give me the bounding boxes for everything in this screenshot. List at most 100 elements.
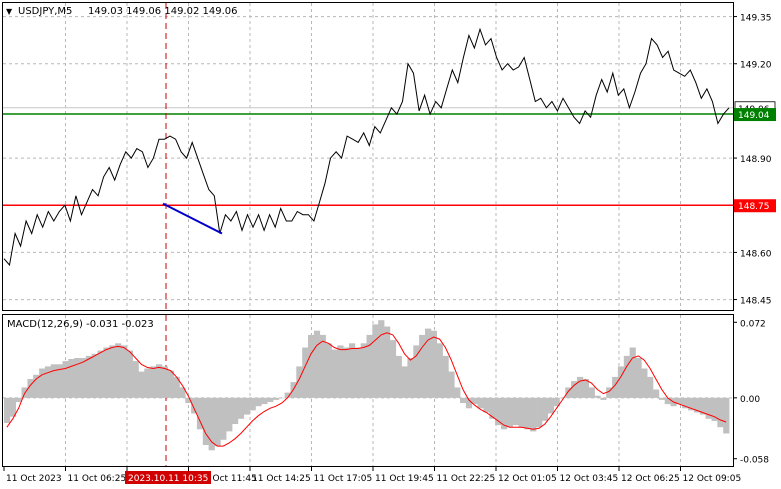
macd-histogram-bar [395, 355, 402, 398]
macd-histogram-bar [360, 343, 367, 398]
macd-histogram-bar [267, 397, 274, 402]
macd-histogram-bar [612, 376, 619, 398]
y-tick-label: 149.35 [740, 14, 772, 24]
macd-histogram-bar [577, 376, 584, 398]
macd-histogram-bar [50, 364, 57, 398]
price-panel [3, 3, 733, 310]
macd-histogram-bar [594, 395, 601, 398]
macd-histogram-bar [588, 387, 595, 398]
macd-histogram-bar [448, 371, 455, 398]
macd-histogram-bar [261, 397, 268, 405]
symbol-label: USDJPY,M5 [18, 6, 72, 17]
macd-histogram-bar [425, 328, 432, 398]
macd-histogram-bar [384, 326, 391, 398]
macd-histogram-bar [483, 397, 490, 413]
macd-histogram-bar [27, 379, 34, 398]
macd-histogram-bar [191, 397, 198, 414]
y-tick-label: 148.60 [740, 249, 772, 259]
macd-histogram-bar [506, 397, 513, 428]
macd-histogram-bar [682, 397, 689, 409]
macd-histogram-bar [243, 397, 250, 415]
macd-histogram-bar [161, 366, 169, 398]
x-tick-label: 12 Oct 03:45 [560, 474, 619, 484]
x-tick-label: 11 Oct 14:25 [252, 474, 311, 484]
macd-histogram-bar [653, 389, 660, 398]
macd-histogram-bar [115, 343, 122, 398]
macd-histogram-bar [68, 359, 75, 398]
x-tick-label: 11 Oct 22:25 [437, 474, 496, 484]
macd-histogram-bar [419, 334, 426, 398]
macd-histogram-bar [4, 397, 11, 423]
macd-y-tick-label: 0.00 [740, 395, 760, 405]
macd-histogram-bar [389, 340, 397, 398]
macd-histogram-bar [372, 324, 379, 398]
price-series-line [3, 27, 730, 267]
macd-histogram-bar [33, 374, 40, 398]
macd-y-tick-label: 0.072 [740, 319, 766, 329]
macd-histogram-bar [156, 364, 163, 398]
macd-histogram-bar [62, 361, 69, 398]
macd-histogram-bar [442, 355, 449, 398]
macd-histogram-bar [617, 366, 625, 398]
crosshair-time-label: 2023.10.11 10:35 [128, 474, 208, 484]
level-badge [734, 199, 776, 213]
macd-histogram-bar [296, 366, 303, 398]
macd-histogram-bar [313, 330, 321, 398]
macd-histogram-bar [138, 371, 145, 398]
macd-histogram-bar [530, 397, 537, 432]
macd-histogram-bar [80, 358, 87, 398]
macd-histogram-bar [208, 397, 215, 451]
macd-histogram-bar [325, 343, 332, 398]
macd-histogram-bar [308, 334, 315, 398]
symbol-dropdown-icon[interactable]: ▼ [6, 7, 13, 16]
macd-histogram-bar [378, 320, 385, 398]
macd-histogram-bar [196, 397, 204, 430]
trend-line [162, 202, 223, 235]
macd-histogram-bar [582, 379, 589, 398]
level-label: 149.04 [738, 111, 770, 121]
macd-histogram-bar [688, 397, 695, 411]
macd-histogram-bar [460, 397, 467, 403]
macd-histogram-bar [623, 355, 630, 398]
macd-histogram-bar [319, 334, 326, 398]
macd-histogram-bar [436, 343, 443, 398]
macd-histogram-bar [430, 330, 437, 398]
macd-histogram-bar [465, 397, 473, 409]
macd-histogram-bar [15, 397, 22, 402]
macd-histogram-bar [717, 397, 724, 428]
macd-histogram-bar [693, 397, 701, 413]
x-tick-label: 11 Oct 2023 [6, 474, 62, 484]
macd-histogram-bar [571, 381, 578, 398]
macd-histogram-bar [547, 397, 554, 414]
macd-histogram-bar [144, 368, 151, 398]
macd-panel [4, 315, 730, 466]
macd-histogram-bar [501, 397, 508, 430]
macd-histogram-bar [723, 397, 730, 434]
macd-histogram-bar [185, 397, 192, 403]
crosshair-time-badge [125, 471, 211, 484]
price-panel-frame [2, 2, 734, 311]
macd-y-tick-label: -0.058 [740, 456, 769, 466]
macd-label: MACD(12,26,9) -0.031 -0.023 [7, 319, 154, 330]
macd-histogram-bar [132, 361, 139, 398]
level-label: 148.75 [738, 202, 770, 212]
x-tick-label: 11 Oct 19:45 [375, 474, 434, 484]
macd-histogram-bar [413, 345, 420, 398]
x-tick-label: 11 Oct 06:25 [68, 474, 127, 484]
macd-histogram-bar [220, 397, 227, 440]
axes: 11 Oct 2023 11 Oct 06:25 2023.10.11 10:35 O… [3, 14, 776, 484]
macd-histogram-bar [173, 376, 180, 398]
macd-histogram-bar [489, 397, 496, 419]
x-tick-label: 12 Oct 01:05 [498, 474, 557, 484]
macd-histogram-bar [44, 366, 52, 398]
macd-histogram-bar [676, 397, 683, 405]
macd-histogram-bar [273, 397, 280, 400]
macd-histogram-bar [97, 350, 104, 398]
macd-histogram-bar [559, 397, 566, 399]
macd-histogram-bar [407, 358, 414, 398]
macd-histogram-bar [553, 397, 560, 407]
y-tick-label: 148.45 [740, 297, 772, 307]
x-tick-label: 11 Oct 17:05 [314, 474, 373, 484]
macd-histogram-bar [237, 397, 245, 419]
y-tick-label: 148.90 [740, 155, 772, 165]
